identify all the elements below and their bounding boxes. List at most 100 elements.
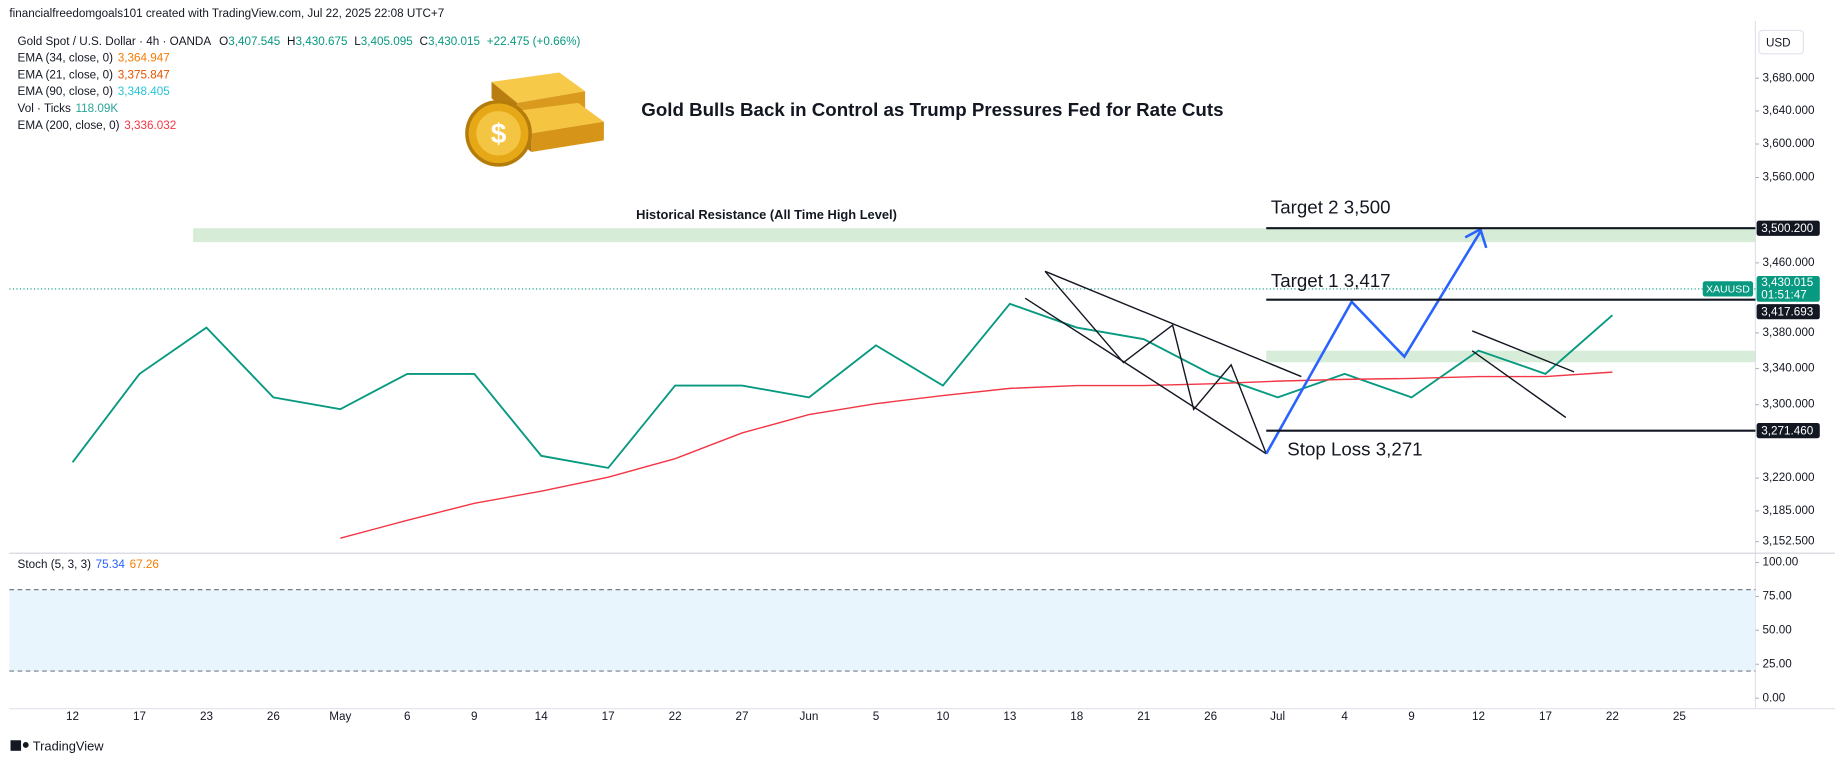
series-line <box>340 371 1613 539</box>
series-line <box>71 302 1614 469</box>
countdown: 01:51:47 <box>1761 288 1807 301</box>
stoch-tick-label: 100.00 <box>1762 556 1798 569</box>
stoch-name: Stoch (5, 3, 3) <box>18 558 92 571</box>
indicator-value: 3,348.405 <box>118 85 171 98</box>
footer-brand: TradingView <box>33 739 105 754</box>
symbol-tag: XAUUSD <box>1706 283 1750 295</box>
last-price-label: 3,430.015 <box>1761 276 1814 289</box>
currency[interactable]: USD <box>1766 36 1791 49</box>
y-tick-label: 3,152.500 <box>1762 535 1815 548</box>
level-price-label: 3,417.693 <box>1761 305 1813 318</box>
series-layer <box>9 288 1756 539</box>
stoch-tick-label: 0.00 <box>1762 691 1785 704</box>
stoch-k: 75.34 <box>96 558 126 571</box>
indicator-value: 3,336.032 <box>124 119 176 132</box>
y-tick-label: 3,185.000 <box>1762 504 1815 517</box>
x-tick-label: 12 <box>66 710 79 723</box>
y-tick-label: 3,220.000 <box>1762 471 1815 484</box>
x-tick-label: Jul <box>1270 710 1285 723</box>
x-tick-label: 14 <box>535 710 549 723</box>
x-tick-label: 17 <box>1539 710 1552 723</box>
x-tick-label: 4 <box>1341 710 1348 723</box>
indicator-entry: Vol · Ticks 118.09K <box>18 102 119 115</box>
level-annotation: Target 2 3,500 <box>1271 196 1391 217</box>
indicator-value: 3,364.947 <box>118 52 170 65</box>
level-price-label: 3,500.200 <box>1761 222 1814 235</box>
stoch-tick-label: 75.00 <box>1762 590 1792 603</box>
stoch-tick-label: 25.00 <box>1762 657 1792 670</box>
y-tick-label: 3,560.000 <box>1762 171 1815 184</box>
resistance-label: Historical Resistance (All Time High Lev… <box>636 207 897 222</box>
indicator-name: EMA (34, close, 0) <box>18 52 114 65</box>
support-zone <box>1266 350 1756 363</box>
level-annotation: Target 1 3,417 <box>1271 270 1391 291</box>
x-tick-label: 18 <box>1070 710 1083 723</box>
y-tick-label: 3,300.000 <box>1762 398 1815 411</box>
svg-text:$: $ <box>491 118 507 149</box>
y-tick-label: 3,600.000 <box>1762 137 1815 150</box>
indicator-name: EMA (90, close, 0) <box>18 85 114 98</box>
gold-illustration: $ <box>465 72 604 167</box>
change: +22.475 (+0.66%) <box>487 35 581 48</box>
indicator-value: 118.09K <box>76 102 119 115</box>
indicator-value: 3,375.847 <box>118 68 170 81</box>
indicator-name: EMA (21, close, 0) <box>18 68 114 81</box>
pattern-drawings <box>1024 270 1575 455</box>
y-tick-label: 3,380.000 <box>1762 326 1815 339</box>
symbol-legend: Gold Spot / U.S. Dollar · 4h · OANDA O 3,… <box>18 35 581 48</box>
ohlc-value: 3,430.675 <box>295 35 348 48</box>
stoch-band <box>9 589 1756 672</box>
attribution: financialfreedomgoals101 created with Tr… <box>9 7 444 20</box>
resistance-zone <box>193 228 1756 243</box>
stoch-d: 67.26 <box>130 558 159 571</box>
levels: Target 2 3,500 Target 1 3,417 Stop Loss 3,… <box>1266 196 1820 459</box>
y-tick-label: 3,340.000 <box>1762 362 1815 375</box>
last-price-box <box>1756 276 1820 302</box>
x-tick-label: 10 <box>936 710 950 723</box>
price-axis: 3,680.000 3,640.000 3,600.000 3,560.000 3,46… <box>1755 71 1815 548</box>
indicator-entry: EMA (200, close, 0) 3,336.032 <box>18 119 177 132</box>
x-tick-label: 27 <box>736 710 749 723</box>
ohlc-key: C <box>420 35 428 48</box>
zones: Historical Resistance (All Time High Lev… <box>193 207 1756 363</box>
x-tick-label: 17 <box>133 710 146 723</box>
currency-box[interactable] <box>1758 29 1804 55</box>
x-tick-label: 5 <box>873 710 880 723</box>
tv-logo <box>10 740 29 751</box>
y-tick-label: 3,640.000 <box>1762 104 1815 117</box>
level-price-box <box>1756 423 1820 439</box>
symbol: Gold Spot / U.S. Dollar · 4h · OANDA <box>18 35 212 48</box>
ohlc-value: 3,430.015 <box>428 35 481 48</box>
time-axis: 12 17 23 26 May 6 9 14 17 22 27 Jun 5 10 13 18 21 26 Jul 4 9… <box>66 710 1686 723</box>
indicator-name: EMA (200, close, 0) <box>18 119 120 132</box>
x-tick-label: Jun <box>800 710 819 723</box>
indicator-name: Vol · Ticks <box>18 102 71 115</box>
level-price-box <box>1756 304 1820 320</box>
indicator-entry: EMA (34, close, 0) 3,364.947 <box>18 52 170 65</box>
level-price-label: 3,271.460 <box>1761 424 1814 437</box>
indicator-entry: EMA (90, close, 0) 3,348.405 <box>18 85 171 98</box>
x-tick-label: May <box>329 710 351 723</box>
chart-title: Gold Bulls Back in Control as Trump Pres… <box>641 99 1223 120</box>
y-tick-label: 3,460.000 <box>1762 256 1815 269</box>
x-tick-label: 13 <box>1003 710 1016 723</box>
stoch-tick-label: 50.00 <box>1762 623 1792 636</box>
x-tick-label: 26 <box>1204 710 1217 723</box>
symbol-tag-box <box>1702 281 1754 297</box>
stochastic-pane: 100.00 75.00 50.00 25.00 0.00 Stoch (5, 3, 3)… <box>9 556 1799 704</box>
ohlc-value: 3,405.095 <box>361 35 414 48</box>
level-annotation: Stop Loss 3,271 <box>1287 438 1422 459</box>
level-price-box <box>1756 220 1820 236</box>
x-tick-label: 17 <box>602 710 615 723</box>
x-tick-label: 21 <box>1137 710 1150 723</box>
ohlc-key: O <box>219 35 228 48</box>
x-tick-label: 12 <box>1472 710 1485 723</box>
x-tick-label: 9 <box>1408 710 1415 723</box>
y-tick-label: 3,680.000 <box>1762 71 1815 84</box>
x-tick-label: 25 <box>1673 710 1687 723</box>
indicator-legend: EMA (34, close, 0) 3,364.947 EMA (21, clos… <box>18 52 177 132</box>
x-tick-label: 23 <box>200 710 213 723</box>
x-tick-label: 6 <box>404 710 411 723</box>
x-tick-label: 9 <box>471 710 478 723</box>
